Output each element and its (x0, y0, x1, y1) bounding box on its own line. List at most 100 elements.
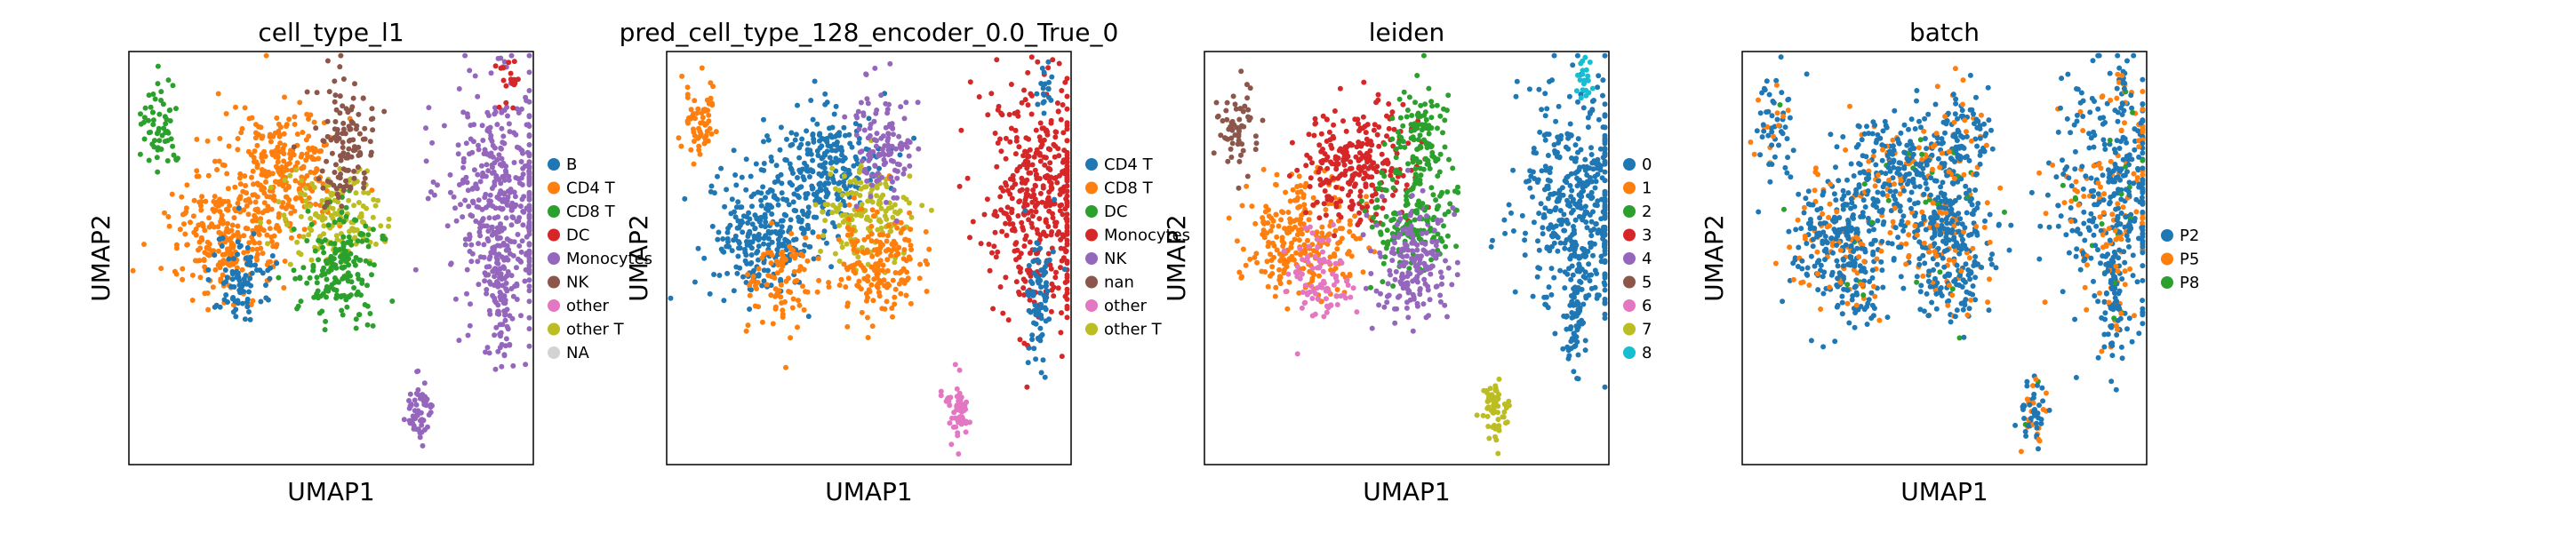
scatter-point (1419, 231, 1425, 236)
scatter-point (1238, 274, 1244, 281)
scatter-point (1380, 239, 1387, 245)
scatter-point (469, 186, 476, 192)
scatter-point (828, 264, 835, 270)
scatter-point (688, 147, 694, 153)
scatter-point (1026, 154, 1032, 159)
scatter-point (1423, 230, 1429, 236)
scatter-point (468, 242, 475, 248)
scatter-point (1542, 163, 1548, 170)
scatter-point (366, 226, 372, 232)
scatter-point (1379, 151, 1385, 157)
scatter-point (898, 290, 904, 297)
scatter-point (420, 442, 426, 449)
scatter-point (1602, 215, 1608, 221)
scatter-point (1542, 113, 1548, 119)
scatter-point (1279, 235, 1285, 241)
plot-frame (128, 51, 534, 465)
scatter-point (772, 293, 778, 299)
scatter-point (195, 258, 201, 264)
scatter-point (1544, 131, 1549, 137)
scatter-point (829, 210, 836, 216)
scatter-point (994, 163, 1000, 170)
scatter-point (1408, 187, 1414, 193)
scatter-point (1555, 134, 1561, 140)
scatter-point (1542, 301, 1548, 307)
scatter-point (1407, 212, 1413, 219)
scatter-point (1063, 249, 1069, 255)
scatter-point (1442, 144, 1448, 150)
scatter-point (795, 193, 801, 199)
scatter-point (703, 132, 709, 139)
scatter-point (1281, 248, 1287, 254)
scatter-point (236, 205, 242, 211)
scatter-point (1020, 162, 1027, 167)
scatter-point (1269, 223, 1276, 229)
scatter-point (898, 104, 904, 110)
scatter-point (1053, 129, 1060, 135)
scatter-point (264, 232, 270, 238)
scatter-point (1360, 114, 1366, 120)
scatter-point (1034, 202, 1040, 208)
scatter-point (526, 159, 532, 165)
scatter-point (1585, 115, 1591, 121)
scatter-point (421, 426, 428, 433)
scatter-point (876, 177, 882, 183)
scatter-point (285, 183, 292, 189)
scatter-point (758, 197, 764, 203)
scatter-point (526, 326, 532, 332)
scatter-point (1442, 211, 1448, 218)
legend-marker (1085, 158, 1098, 171)
scatter-point (885, 131, 892, 137)
scatter-point (1522, 252, 1528, 259)
scatter-point (1319, 160, 1325, 166)
scatter-point (241, 207, 247, 213)
scatter-point (287, 172, 293, 179)
scatter-point (1574, 183, 1580, 189)
scatter-point (1064, 237, 1070, 243)
scatter-point (1064, 93, 1070, 99)
scatter-point (352, 217, 357, 223)
scatter-point (505, 113, 510, 119)
scatter-point (410, 413, 416, 419)
scatter-point (340, 120, 347, 126)
scatter-point (275, 155, 281, 160)
scatter-point (833, 205, 839, 211)
scatter-point (1034, 227, 1040, 233)
scatter-point (1060, 102, 1066, 107)
scatter-point (1064, 242, 1070, 248)
scatter-point (1506, 202, 1512, 208)
scatter-point (526, 142, 532, 147)
scatter-point (868, 282, 875, 288)
scatter-point (1542, 205, 1548, 211)
scatter-point (413, 402, 420, 408)
scatter-point (881, 156, 887, 163)
scatter-point (1040, 99, 1046, 106)
scatter-point (846, 202, 852, 208)
scatter-point (239, 125, 245, 131)
scatter-point (907, 210, 913, 216)
scatter-point (289, 167, 295, 173)
scatter-point (1284, 230, 1291, 236)
scatter-point (276, 133, 283, 139)
scatter-point (316, 214, 322, 220)
scatter-point (253, 254, 260, 260)
scatter-point (218, 276, 224, 282)
scatter-point (1422, 101, 1428, 107)
scatter-point (1264, 259, 1270, 265)
scatter-point (1260, 227, 1267, 234)
scatter-point (919, 203, 925, 209)
scatter-point (893, 218, 900, 224)
scatter-point (274, 115, 280, 121)
scatter-point (224, 171, 230, 177)
scatter-point (882, 282, 888, 289)
scatter-point (841, 173, 847, 179)
scatter-point (480, 170, 486, 176)
scatter-point (798, 226, 804, 231)
scatter-point (1060, 157, 1067, 163)
scatter-point (986, 242, 992, 247)
scatter-point (321, 250, 327, 256)
scatter-point (364, 282, 370, 289)
scatter-point (1371, 127, 1377, 133)
scatter-point (1050, 211, 1055, 217)
scatter-point (1555, 248, 1561, 254)
